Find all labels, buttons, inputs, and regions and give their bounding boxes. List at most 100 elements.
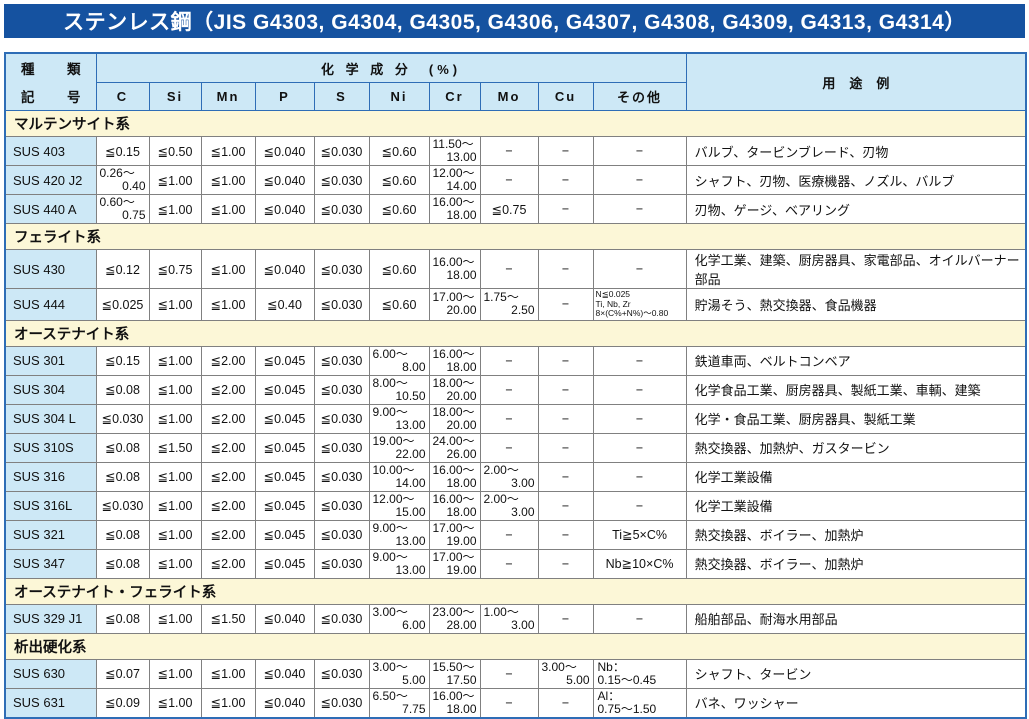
cell-s: ≦0.030 xyxy=(313,288,370,321)
cell-p: ≦0.040 xyxy=(254,249,315,289)
cell-mn: ≦2.00 xyxy=(200,374,256,405)
cell-c: ≦0.08 xyxy=(95,432,150,463)
usage-cell: 化学・食品工業、厨房器具、製紙工業 xyxy=(685,403,1027,434)
usage-cell: 化学工業設備 xyxy=(685,461,1027,492)
table-row: SUS 304 ≦0.08 ≦1.00 ≦2.00 ≦0.045 ≦0.030 8.00～ 1… xyxy=(4,374,1027,405)
cell-cr: 24.00～ 26.00 xyxy=(428,432,481,463)
table-row: SUS 321 ≦0.08 ≦1.00 ≦2.00 ≦0.045 ≦0.030 9.00～ 1… xyxy=(4,519,1027,550)
cell-c: ≦0.08 xyxy=(95,519,150,550)
cell-cu: − xyxy=(537,345,594,376)
cell-s: ≦0.030 xyxy=(313,345,370,376)
cell-p: ≦0.045 xyxy=(254,461,315,492)
cell-mo: − xyxy=(479,519,539,550)
steel-code: SUS 316 xyxy=(4,461,97,492)
cell-si: ≦1.00 xyxy=(148,345,202,376)
cell-cu: − xyxy=(537,490,594,521)
cell-cu: − xyxy=(537,194,594,224)
cell-mo: 1.00～ 3.00 xyxy=(479,603,539,634)
cell-si: ≦1.00 xyxy=(148,519,202,550)
cell-s: ≦0.030 xyxy=(313,194,370,224)
usage-cell: 貯湯そう、熱交換器、食品機器 xyxy=(685,288,1027,321)
steel-code: SUS 301 xyxy=(4,345,97,376)
steel-code: SUS 631 xyxy=(4,687,97,718)
cell-c: ≦0.025 xyxy=(95,288,150,321)
steel-code: SUS 329 J1 xyxy=(4,603,97,634)
steel-code: SUS 310S xyxy=(4,432,97,463)
header-col-c: C xyxy=(95,82,150,111)
header-col-mn: Mn xyxy=(200,82,256,111)
cell-si: ≦1.00 xyxy=(148,374,202,405)
table-row: SUS 304 L ≦0.030 ≦1.00 ≦2.00 ≦0.045 ≦0.030 9.0… xyxy=(4,403,1027,434)
table-row: SUS 329 J1 ≦0.08 ≦1.00 ≦1.50 ≦0.040 ≦0.030 3.0… xyxy=(4,603,1027,634)
cell-mn: ≦1.00 xyxy=(200,136,256,166)
cell-other: − xyxy=(592,165,687,195)
cell-ni: 6.50～ 7.75 xyxy=(368,687,430,718)
cell-other: Ti≧5×C% xyxy=(592,519,687,550)
cell-cr: 18.00～ 20.00 xyxy=(428,403,481,434)
cell-mn: ≦1.50 xyxy=(200,603,256,634)
cell-cu: − xyxy=(537,288,594,321)
table-body: マルテンサイト系 SUS 403 ≦0.15 ≦0.50 ≦1.00 ≦0.040 ≦0.0… xyxy=(4,110,1027,718)
cell-cr: 12.00～ 14.00 xyxy=(428,165,481,195)
cell-ni: ≦0.60 xyxy=(368,165,430,195)
cell-mo: − xyxy=(479,403,539,434)
cell-mo: − xyxy=(479,658,539,689)
cell-cr: 16.00～ 18.00 xyxy=(428,194,481,224)
usage-cell: 熱交換器、加熱炉、ガスタービン xyxy=(685,432,1027,463)
cell-cr: 17.00～ 19.00 xyxy=(428,519,481,550)
header-col-mo: Mo xyxy=(479,82,539,111)
cell-cu: − xyxy=(537,249,594,289)
cell-other: − xyxy=(592,136,687,166)
header-col-cr: Cr xyxy=(428,82,481,111)
cell-s: ≦0.030 xyxy=(313,519,370,550)
cell-mn: ≦2.00 xyxy=(200,432,256,463)
cell-ni: 9.00～ 13.00 xyxy=(368,403,430,434)
section-row: オーステナイト系 xyxy=(4,319,1027,347)
cell-ni: ≦0.60 xyxy=(368,288,430,321)
table-header: 種 類 記 号 化 学 成 分 (%) 用途例 C Si Mn P S Ni C… xyxy=(4,52,1027,111)
section-header: 析出硬化系 xyxy=(4,632,1027,660)
cell-si: ≦1.00 xyxy=(148,165,202,195)
page-title: ステンレス鋼（JIS G4303, G4304, G4305, G4306, G… xyxy=(4,4,1025,38)
cell-other: − xyxy=(592,461,687,492)
header-type-symbol: 種 類 記 号 xyxy=(4,52,97,111)
usage-cell: シャフト、刃物、医療機器、ノズル、バルブ xyxy=(685,165,1027,195)
cell-p: ≦0.040 xyxy=(254,603,315,634)
cell-cr: 11.50～ 13.00 xyxy=(428,136,481,166)
steel-code: SUS 321 xyxy=(4,519,97,550)
header-col-other: その他 xyxy=(592,82,687,111)
cell-mo: − xyxy=(479,687,539,718)
steel-code: SUS 403 xyxy=(4,136,97,166)
cell-cr: 18.00～ 20.00 xyxy=(428,374,481,405)
cell-mn: ≦1.00 xyxy=(200,194,256,224)
steel-code: SUS 420 J2 xyxy=(4,165,97,195)
cell-ni: 8.00～ 10.50 xyxy=(368,374,430,405)
cell-other: − xyxy=(592,490,687,521)
cell-s: ≦0.030 xyxy=(313,374,370,405)
cell-cr: 15.50～ 17.50 xyxy=(428,658,481,689)
cell-other: Nb： 0.15～0.45 xyxy=(592,658,687,689)
cell-cu: − xyxy=(537,136,594,166)
cell-ni: 9.00～ 13.00 xyxy=(368,519,430,550)
cell-p: ≦0.40 xyxy=(254,288,315,321)
cell-mn: ≦1.00 xyxy=(200,165,256,195)
cell-s: ≦0.030 xyxy=(313,687,370,718)
cell-cr: 16.00～ 18.00 xyxy=(428,249,481,289)
cell-p: ≦0.045 xyxy=(254,432,315,463)
cell-cr: 16.00～ 18.00 xyxy=(428,461,481,492)
cell-p: ≦0.040 xyxy=(254,165,315,195)
cell-si: ≦1.00 xyxy=(148,603,202,634)
header-col-si: Si xyxy=(148,82,202,111)
cell-mn: ≦1.00 xyxy=(200,687,256,718)
header-col-p: P xyxy=(254,82,315,111)
cell-mn: ≦2.00 xyxy=(200,461,256,492)
cell-cu: − xyxy=(537,432,594,463)
cell-ni: 10.00～ 14.00 xyxy=(368,461,430,492)
cell-cu: − xyxy=(537,519,594,550)
cell-si: ≦1.00 xyxy=(148,288,202,321)
cell-s: ≦0.030 xyxy=(313,165,370,195)
cell-mn: ≦1.00 xyxy=(200,658,256,689)
cell-other: − xyxy=(592,432,687,463)
cell-p: ≦0.040 xyxy=(254,136,315,166)
cell-cr: 16.00～ 18.00 xyxy=(428,345,481,376)
